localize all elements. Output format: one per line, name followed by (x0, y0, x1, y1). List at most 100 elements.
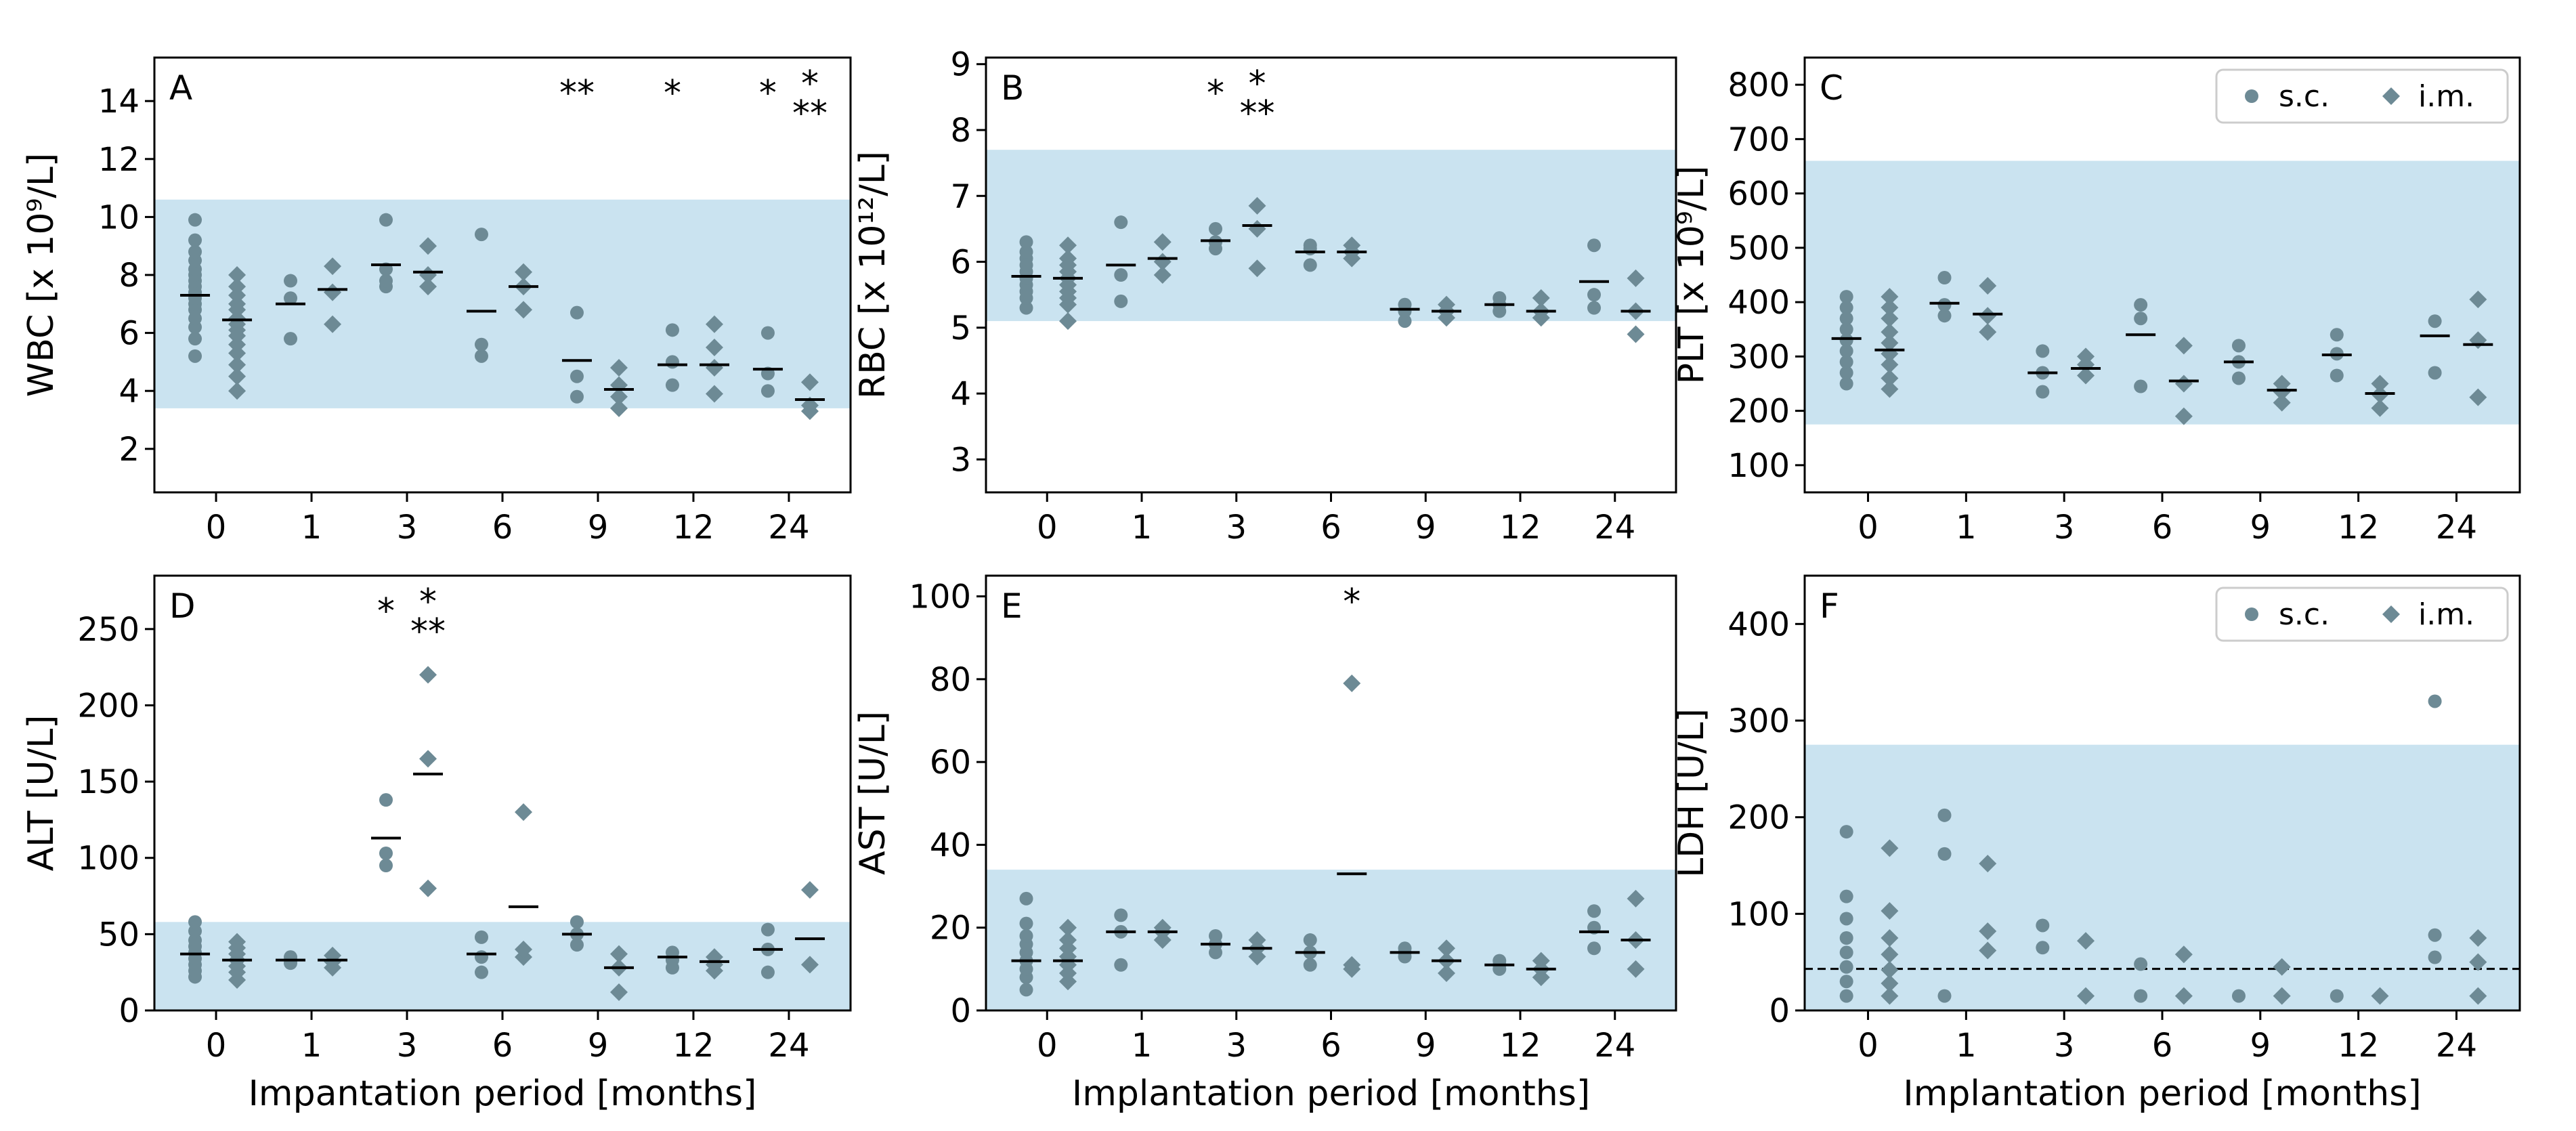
x-tick-label: 0 (206, 1027, 227, 1065)
sc-point (2428, 314, 2442, 328)
im-point (1881, 987, 1899, 1005)
im-point (228, 367, 246, 385)
sc-point (1019, 929, 1033, 943)
sc-point (1019, 983, 1033, 997)
sc-point (1587, 904, 1602, 918)
sc-point (2134, 989, 2148, 1003)
sc-point (2036, 918, 2050, 933)
im-point (228, 278, 246, 296)
sc-point (1493, 291, 1507, 305)
im-point (1881, 334, 1899, 352)
im-point (1532, 952, 1550, 970)
sc-point (474, 228, 488, 242)
im-point (419, 750, 437, 768)
im-point (2273, 958, 2291, 976)
sc-point (1839, 912, 1853, 926)
im-point (609, 358, 628, 377)
x-tick-label: 24 (768, 1027, 809, 1065)
y-tick-label: 200 (1727, 799, 1790, 837)
im-point (1881, 975, 1899, 993)
sc-point (665, 378, 679, 392)
sc-point (474, 349, 488, 363)
im-point (705, 385, 723, 403)
x-tick-label: 1 (301, 1027, 322, 1065)
x-tick-label: 12 (1499, 1027, 1541, 1065)
sc-point (1839, 333, 1853, 347)
im-point (1881, 369, 1899, 387)
x-tick-label: 6 (492, 509, 513, 547)
im-point (2077, 987, 2095, 1005)
x-tick-label: 9 (1415, 1027, 1436, 1065)
im-point (1979, 855, 1997, 873)
sc-point (284, 332, 298, 346)
im-point (1979, 277, 1997, 295)
sc-point (1587, 941, 1602, 956)
y-tick-label: 8 (950, 112, 971, 150)
panel-letter: E (1001, 586, 1023, 626)
im-point (705, 339, 723, 356)
im-point (515, 263, 533, 281)
x-tick-label: 3 (2054, 1027, 2075, 1065)
sc-point (2134, 379, 2148, 393)
x-tick-label: 24 (768, 509, 809, 547)
legend-sc-label: s.c. (2279, 79, 2330, 114)
x-tick-label: 12 (672, 509, 714, 547)
x-tick-label: 3 (1226, 1027, 1247, 1065)
y-tick-label: 100 (909, 578, 971, 616)
im-point (800, 956, 819, 974)
sc-point (1839, 989, 1853, 1003)
x-tick-label: 9 (2250, 1027, 2271, 1065)
im-point (2469, 291, 2487, 309)
im-point (1058, 918, 1077, 937)
y-tick-label: 300 (1727, 702, 1790, 740)
y-tick-label: 8 (119, 257, 139, 295)
y-tick-label: 9 (950, 46, 971, 84)
sc-point (1209, 221, 1223, 236)
y-tick-label: 14 (98, 83, 139, 121)
im-point (705, 315, 723, 333)
legend: s.c. i.m. (2215, 68, 2509, 124)
im-point (1881, 945, 1899, 964)
im-point (1881, 380, 1899, 398)
panel-letter: F (1820, 586, 1839, 626)
im-point (2077, 932, 2095, 950)
panel-letter: D (169, 586, 196, 626)
y-tick-label: 400 (1727, 605, 1790, 643)
im-point (1532, 289, 1550, 307)
x-tick-label: 0 (1858, 1027, 1879, 1065)
sc-point (1019, 891, 1033, 905)
sc-point (474, 337, 488, 351)
x-tick-label: 3 (1226, 509, 1247, 547)
im-point (2371, 375, 2389, 393)
panel-c: 100 200 300 400 500 600 700 800 0 1 3 6 9 12 24 C PLT [x… (1671, 56, 2521, 547)
x-tick-label: 24 (2436, 1027, 2477, 1065)
sc-point (1839, 975, 1853, 989)
im-point (419, 266, 437, 284)
sc-point (1937, 298, 1952, 312)
im-point (1248, 931, 1266, 949)
sc-point (2330, 328, 2344, 342)
im-point (228, 266, 246, 284)
significance-marker-upper: * (801, 64, 819, 104)
im-point (2469, 987, 2487, 1005)
sc-point (188, 244, 202, 259)
im-point (1437, 939, 1455, 958)
sc-point (1839, 301, 1853, 315)
x-tick-label: 9 (588, 1027, 609, 1065)
sc-point (665, 323, 679, 337)
sc-point (1587, 288, 1602, 302)
x-tick-label: 6 (2152, 509, 2173, 547)
reference-range-band (154, 922, 851, 1010)
panel-e: * 0 20 40 60 80 100 0 1 3 6 9 12 24 E AST [U/L] Implanta… (853, 574, 1677, 1114)
sc-point (188, 349, 202, 363)
im-point (1881, 310, 1899, 328)
x-tick-label: 3 (397, 1027, 418, 1065)
x-tick-label: 9 (2250, 509, 2271, 547)
legend: s.c. i.m. (2215, 586, 2509, 642)
im-point (1627, 960, 1645, 978)
im-point (2469, 929, 2487, 947)
y-tick-label: 0 (950, 992, 971, 1030)
im-point (1248, 259, 1266, 278)
legend-box (2215, 586, 2509, 642)
